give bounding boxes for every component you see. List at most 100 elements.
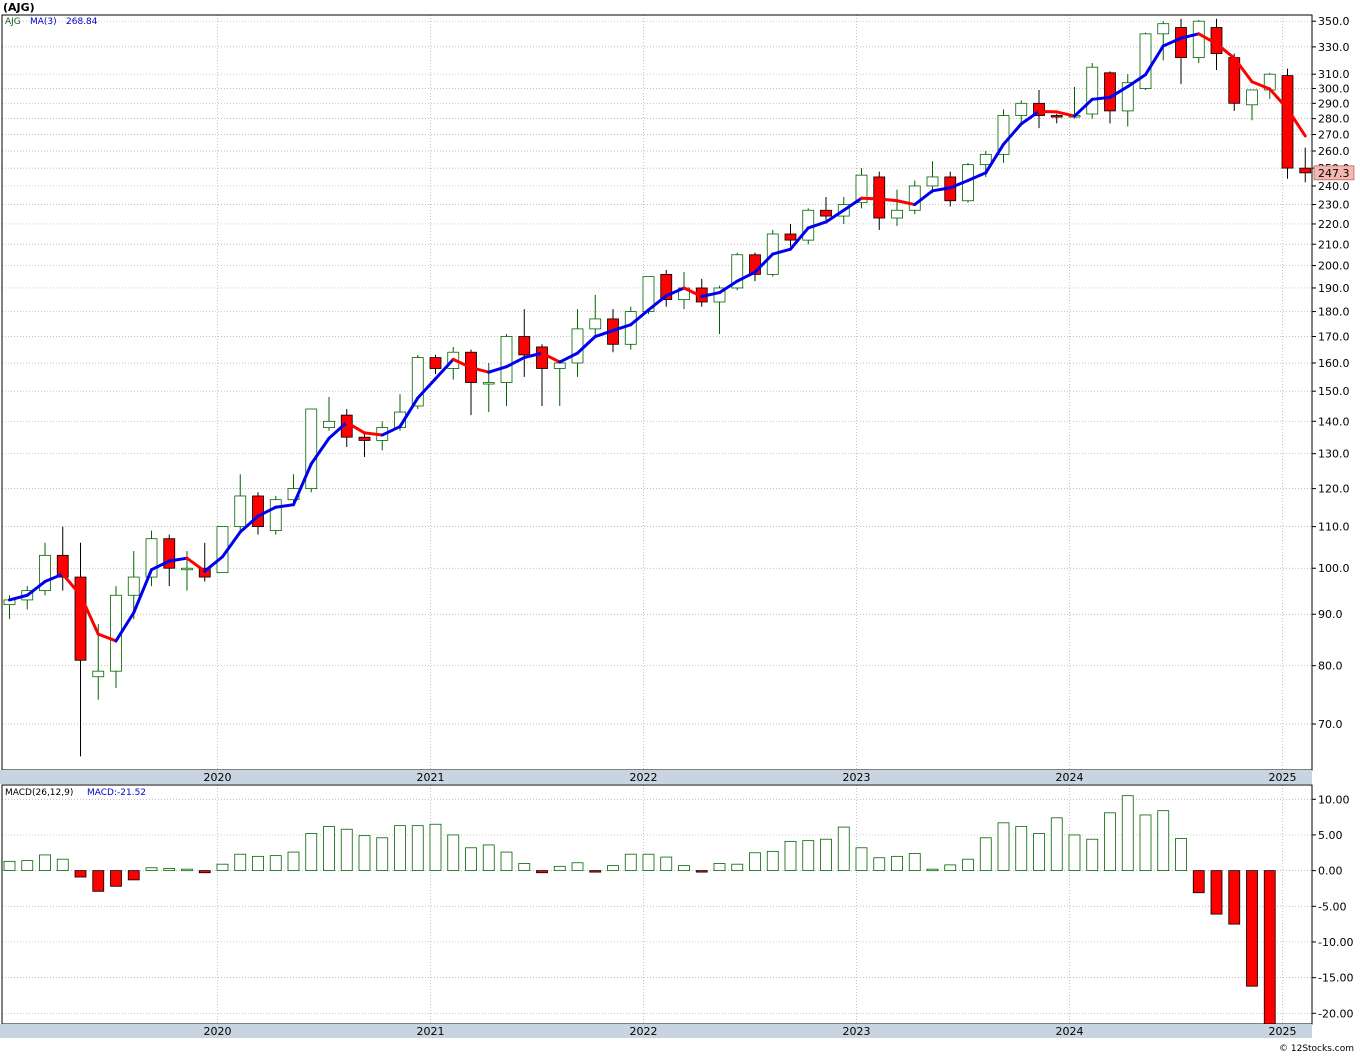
price-year-band <box>0 770 1312 784</box>
macd-bar-negative <box>74 870 87 878</box>
macd-bar-positive <box>784 840 797 872</box>
macd-bar-positive <box>820 838 832 872</box>
macd-bar-positive <box>997 822 1010 872</box>
candle-up <box>1246 89 1258 106</box>
candle-down <box>56 554 69 578</box>
candle-up <box>145 538 158 578</box>
candle-up <box>979 153 992 166</box>
macd-tick-label: 5.00 <box>1318 829 1343 842</box>
ma-line-segment <box>860 196 881 201</box>
ma-line-segment <box>1144 44 1165 77</box>
ma-line-segment <box>185 556 207 573</box>
candle-down <box>1104 72 1116 112</box>
macd-bar-positive <box>21 860 34 872</box>
candle-down <box>1299 167 1312 174</box>
macd-panel <box>3 795 1276 1025</box>
ma-line-segment <box>1019 109 1041 126</box>
candle-down <box>429 357 442 369</box>
price-tick-label: 200.0 <box>1318 260 1350 273</box>
ma-line-segment <box>274 503 295 509</box>
price-tick-label: 170.0 <box>1318 331 1350 344</box>
macd-bar-negative <box>198 870 211 874</box>
last-price-box <box>1313 165 1355 181</box>
macd-bar-positive <box>482 844 495 872</box>
macd-bar-negative <box>589 870 602 873</box>
macd-bar-positive <box>642 853 655 872</box>
macd-bar-positive <box>1104 812 1116 872</box>
candle-up <box>1192 20 1205 59</box>
ma-line-segment <box>487 365 508 374</box>
price-tick-label: 130.0 <box>1318 448 1350 461</box>
price-tick-label: 180.0 <box>1318 306 1350 319</box>
ma-line-segment <box>576 335 597 355</box>
ma-line-segment <box>309 436 331 466</box>
ma-line-segment <box>913 189 934 207</box>
price-tick-label: 70.0 <box>1318 718 1343 731</box>
macd-bar-positive <box>252 855 264 872</box>
price-tick-label: 300.0 <box>1318 83 1350 96</box>
macd-bar-positive <box>908 853 921 872</box>
macd-bar-positive <box>837 826 850 872</box>
macd-bar-negative <box>110 870 122 887</box>
candle-up <box>624 311 637 345</box>
macd-bar-positive <box>1175 838 1187 872</box>
price-tick-label: 100.0 <box>1318 562 1350 575</box>
macd-bar-positive <box>731 863 744 872</box>
macd-bar-positive <box>1015 825 1028 872</box>
candle-up <box>589 318 602 330</box>
macd-tick-label: -10.00 <box>1318 936 1353 949</box>
macd-bar-positive <box>979 837 992 872</box>
ma-line-segment <box>327 420 349 440</box>
candle-down <box>1050 115 1063 118</box>
macd-bar-positive <box>571 862 584 872</box>
macd-year-label: 2021 <box>417 1025 445 1038</box>
candle-down <box>163 538 176 569</box>
ma-line-segment <box>238 514 260 534</box>
macd-bar-positive <box>926 868 939 872</box>
ma-line-segment <box>167 556 189 563</box>
ma-line-segment <box>79 593 100 636</box>
candle-up <box>92 670 105 678</box>
candle-up <box>500 336 513 383</box>
ma-line-segment <box>593 329 615 339</box>
ma-line-segment <box>416 377 437 400</box>
candle-up <box>908 185 921 211</box>
macd-bar-positive <box>429 823 442 872</box>
price-tick-label: 150.0 <box>1318 385 1350 398</box>
macd-bar-positive <box>713 863 726 872</box>
macd-bar-positive <box>891 855 903 872</box>
price-tick-label: 110.0 <box>1318 521 1350 534</box>
macd-tick-label: -20.00 <box>1318 1007 1353 1020</box>
macd-bar-positive <box>3 860 16 872</box>
macd-year-band <box>0 1024 1312 1038</box>
candle-down <box>1281 75 1294 169</box>
ma-line-segment <box>469 366 491 374</box>
candle-up <box>571 328 584 364</box>
ma-line-segment <box>114 611 136 643</box>
ma-line-segment <box>700 291 721 298</box>
candle-down <box>820 209 832 217</box>
ma-line-segment <box>505 356 526 369</box>
axis-layer: 70.0 80.0 90.0 100.0 110.0 120.0 130.0 140.0 150… <box>0 14 1355 1038</box>
ma-line-segment <box>611 323 633 333</box>
macd-bar-positive <box>287 851 300 872</box>
candle-up <box>411 357 424 407</box>
ma-line-segment <box>1002 122 1023 146</box>
ma-line-segment <box>984 142 1005 175</box>
ma-line-segment <box>8 593 29 602</box>
ma-line-segment <box>877 197 899 203</box>
ma-line-segment <box>1108 85 1130 99</box>
macd-bar-negative <box>1263 870 1276 1025</box>
macd-tick-label: -5.00 <box>1318 900 1346 913</box>
price-year-label: 2022 <box>630 771 658 784</box>
macd-bar-positive <box>447 834 460 872</box>
ma-line-segment <box>931 186 952 193</box>
watermark: © 12Stocks.com <box>1279 1044 1354 1054</box>
ma-line-segment <box>753 252 775 274</box>
ma-line-segment <box>434 357 455 381</box>
ma-line-segment <box>1073 97 1094 118</box>
price-tick-label: 210.0 <box>1318 238 1350 251</box>
candle-up <box>1015 102 1028 116</box>
price-tick-label: 240.0 <box>1318 180 1350 193</box>
